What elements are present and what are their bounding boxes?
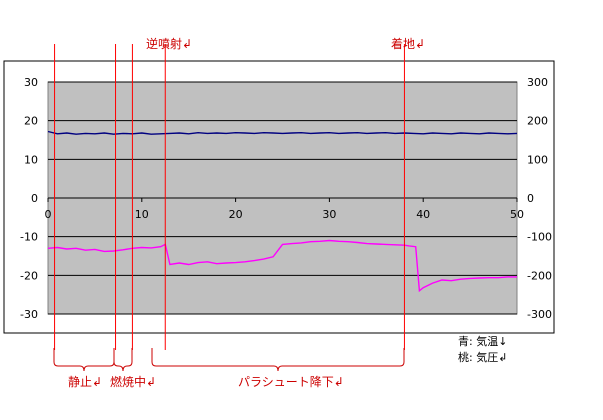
x-tick-label: 50 <box>510 208 524 221</box>
left-axis: 30 20 10 0 -10 -20 -30 <box>20 76 38 321</box>
x-axis: 0 10 20 30 40 50 <box>45 197 524 221</box>
landing-label: 着地↲ <box>391 36 425 51</box>
burn-label: 燃焼中↲ <box>110 374 156 389</box>
x-tick-label: 30 <box>322 208 336 221</box>
x-tick-label: 0 <box>45 208 52 221</box>
y-left-tick-label: 30 <box>24 76 38 89</box>
y-right-tick-label: 100 <box>527 153 548 166</box>
y-left-tick-label: -20 <box>20 269 38 282</box>
series-line-2 <box>47 239 517 293</box>
y-right-tick-label: -100 <box>527 231 552 244</box>
rest-bracket <box>53 348 115 372</box>
y-left-tick-label: 20 <box>24 115 38 128</box>
event-lines <box>54 44 405 350</box>
y-left-tick-label: -10 <box>20 231 38 244</box>
x-tick-label: 40 <box>416 208 430 221</box>
y-left-tick-label: 0 <box>31 192 38 205</box>
y-right-tick-label: -300 <box>527 308 552 321</box>
x-tick-label: 10 <box>135 208 149 221</box>
rest-label: 静止↲ <box>68 375 102 389</box>
y-left-tick-label: 10 <box>24 153 38 166</box>
y-right-tick-label: 200 <box>527 115 548 128</box>
right-axis: 300 200 100 0 -100 -200 -300 <box>527 76 552 321</box>
x-tick-label: 20 <box>229 208 243 221</box>
y-left-tick-label: -30 <box>20 308 38 321</box>
legend-pink: 桃: 気圧↲ <box>458 350 507 364</box>
y-right-tick-label: 300 <box>527 76 548 89</box>
reverse-jet-label: 逆噴射↲ <box>146 36 192 51</box>
series-line-1 <box>47 130 518 135</box>
series-layer <box>47 130 518 293</box>
legend-blue: 青: 気温↓ <box>458 334 507 348</box>
y-right-tick-label: 0 <box>527 192 534 205</box>
parachute-bracket <box>151 348 405 372</box>
parachute-label: パラシュート降下↲ <box>238 375 344 389</box>
y-right-tick-label: -200 <box>527 269 552 282</box>
burn-bracket <box>113 348 133 372</box>
